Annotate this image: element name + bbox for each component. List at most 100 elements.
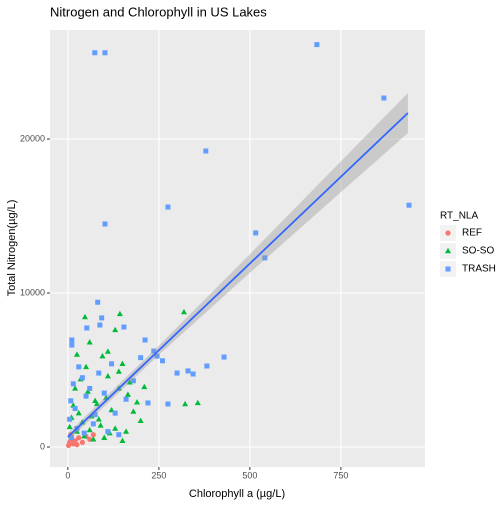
point bbox=[119, 437, 126, 444]
y-axis-label: Total Nitrogen(µg/L) bbox=[6, 200, 18, 297]
point bbox=[68, 435, 74, 441]
point bbox=[86, 339, 93, 345]
point bbox=[104, 372, 111, 379]
point bbox=[138, 355, 144, 361]
point bbox=[112, 326, 119, 333]
point bbox=[81, 433, 88, 439]
point bbox=[194, 399, 201, 406]
point bbox=[73, 428, 80, 434]
point bbox=[112, 425, 119, 431]
chart-title: Nitrogen and Chlorophyll in US Lakes bbox=[50, 4, 267, 19]
point bbox=[99, 315, 105, 321]
point bbox=[86, 426, 93, 433]
point bbox=[72, 405, 78, 411]
point bbox=[174, 370, 180, 376]
point bbox=[87, 385, 93, 391]
point bbox=[180, 308, 187, 315]
x-tick-label: 500 bbox=[242, 470, 257, 480]
point bbox=[72, 385, 79, 391]
point bbox=[123, 396, 129, 402]
point bbox=[123, 428, 130, 434]
point bbox=[253, 230, 259, 236]
point bbox=[165, 401, 171, 407]
point bbox=[97, 422, 104, 428]
point bbox=[101, 434, 108, 440]
point bbox=[81, 313, 88, 320]
point bbox=[92, 412, 98, 418]
point bbox=[262, 255, 268, 261]
point bbox=[76, 364, 82, 370]
point bbox=[75, 409, 82, 416]
point bbox=[97, 322, 103, 328]
point bbox=[74, 442, 80, 448]
point bbox=[160, 358, 165, 364]
confidence-band bbox=[67, 92, 408, 441]
point bbox=[182, 400, 189, 407]
point bbox=[90, 421, 96, 427]
point bbox=[221, 354, 227, 360]
point bbox=[69, 342, 75, 348]
point bbox=[130, 378, 136, 384]
point bbox=[83, 393, 89, 399]
point bbox=[112, 410, 118, 416]
point bbox=[102, 50, 108, 56]
point bbox=[84, 388, 91, 394]
point bbox=[66, 423, 73, 430]
point bbox=[69, 337, 75, 343]
point bbox=[105, 429, 111, 435]
point bbox=[134, 399, 141, 405]
point bbox=[116, 432, 122, 438]
point bbox=[116, 310, 123, 317]
x-tick-label: 250 bbox=[151, 470, 166, 480]
trend-line bbox=[67, 112, 409, 438]
y-tick-label: 0 bbox=[40, 441, 45, 451]
point bbox=[79, 419, 86, 425]
point bbox=[109, 361, 115, 367]
point bbox=[121, 324, 127, 330]
legend-label: SO-SO bbox=[462, 246, 494, 257]
point bbox=[203, 148, 209, 154]
point bbox=[93, 400, 100, 407]
point bbox=[70, 381, 76, 387]
point bbox=[79, 375, 85, 381]
point bbox=[90, 432, 96, 438]
point bbox=[73, 351, 80, 357]
point bbox=[124, 391, 131, 397]
point bbox=[145, 400, 151, 406]
point bbox=[406, 202, 412, 208]
point bbox=[104, 348, 111, 354]
point bbox=[381, 95, 387, 101]
point bbox=[190, 371, 196, 377]
legend-marker bbox=[445, 266, 451, 272]
legend-label: TRASH bbox=[462, 264, 496, 275]
point bbox=[185, 368, 191, 374]
point bbox=[76, 435, 82, 441]
point bbox=[204, 363, 210, 369]
legend-marker bbox=[445, 230, 451, 236]
point bbox=[130, 408, 137, 414]
point bbox=[95, 299, 101, 305]
point bbox=[83, 363, 90, 370]
point bbox=[142, 337, 148, 343]
point bbox=[101, 390, 107, 396]
x-tick-label: 0 bbox=[65, 470, 70, 480]
point bbox=[99, 352, 106, 359]
point bbox=[119, 360, 126, 367]
point bbox=[92, 397, 99, 403]
point bbox=[137, 417, 144, 424]
point bbox=[92, 50, 98, 56]
x-axis-label: Chlorophyll a (µg/L) bbox=[189, 488, 285, 500]
y-tick-label: 10000 bbox=[20, 287, 45, 297]
point bbox=[165, 204, 171, 210]
legend-label: REF bbox=[462, 228, 482, 239]
point bbox=[115, 368, 122, 374]
point bbox=[141, 383, 148, 390]
point bbox=[79, 439, 86, 445]
point bbox=[81, 430, 87, 436]
point bbox=[102, 221, 108, 227]
point bbox=[314, 42, 320, 48]
x-tick-label: 750 bbox=[333, 470, 348, 480]
y-tick-label: 20000 bbox=[20, 133, 45, 143]
point bbox=[84, 325, 90, 331]
